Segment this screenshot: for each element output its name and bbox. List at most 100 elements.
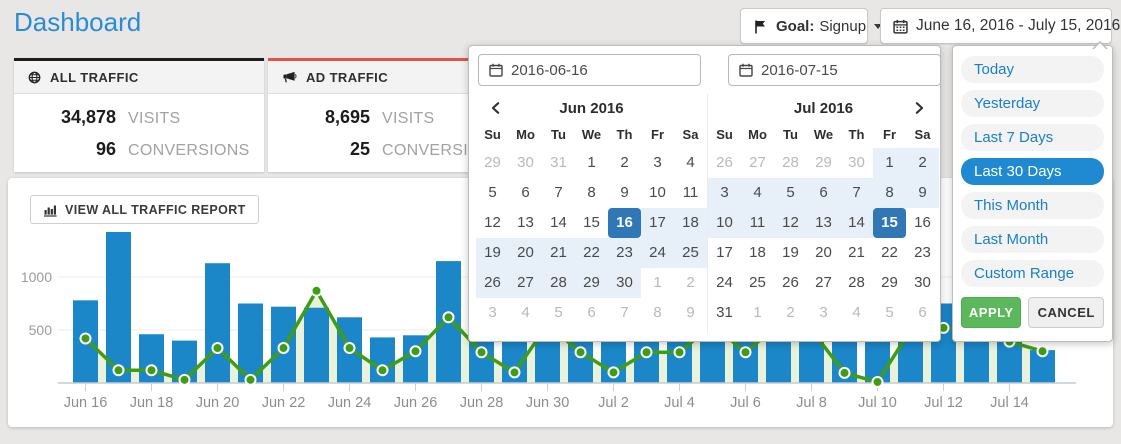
next-month-button[interactable] — [911, 101, 927, 117]
end-date-input[interactable] — [761, 61, 921, 79]
calendar-day[interactable]: 5 — [774, 178, 807, 208]
range-last-month[interactable]: Last Month — [961, 226, 1104, 253]
calendar-day[interactable]: 27 — [509, 268, 542, 298]
range-last-7-days[interactable]: Last 7 Days — [961, 124, 1104, 151]
calendar-day[interactable]: 19 — [476, 238, 509, 268]
calendar-day[interactable]: 12 — [484, 214, 501, 231]
calendar-day[interactable]: 25 — [674, 238, 707, 268]
calendar-day[interactable]: 13 — [807, 208, 840, 238]
calendar-day[interactable]: 8 — [653, 304, 662, 321]
calendar-day[interactable]: 2 — [620, 154, 629, 171]
calendar-day[interactable]: 2 — [786, 304, 795, 321]
calendar-day[interactable]: 18 — [674, 208, 707, 238]
calendar-day[interactable]: 14 — [550, 214, 567, 231]
calendar-day[interactable]: 7 — [554, 184, 563, 201]
calendar-day[interactable]: 6 — [918, 304, 927, 321]
calendar-day[interactable]: 17 — [641, 208, 674, 238]
calendar-day[interactable]: 22 — [881, 244, 898, 261]
calendar-day[interactable]: 18 — [749, 244, 766, 261]
calendar-day[interactable]: 13 — [517, 214, 534, 231]
calendar-day[interactable]: 20 — [815, 244, 832, 261]
calendar-day[interactable]: 14 — [840, 208, 873, 238]
calendar-day[interactable]: 23 — [608, 238, 641, 268]
calendar-day[interactable]: 5 — [488, 184, 497, 201]
calendar-day[interactable]: 20 — [509, 238, 542, 268]
calendar-day[interactable]: 8 — [873, 178, 906, 208]
range-last-30-days[interactable]: Last 30 Days — [961, 158, 1104, 185]
range-yesterday[interactable]: Yesterday — [961, 90, 1104, 117]
calendar-day[interactable]: 23 — [914, 244, 931, 261]
calendar-day[interactable]: 12 — [774, 208, 807, 238]
calendar-day[interactable]: 16 — [914, 214, 931, 231]
calendar-day[interactable]: 11 — [682, 184, 699, 201]
range-this-month[interactable]: This Month — [961, 192, 1104, 219]
calendar-day[interactable]: 6 — [587, 304, 596, 321]
calendar-day[interactable]: 1 — [653, 274, 662, 291]
calendar-day[interactable]: 30 — [517, 154, 534, 171]
calendar-day[interactable]: 3 — [708, 178, 741, 208]
calendar-day[interactable]: 4 — [741, 178, 774, 208]
calendar-day[interactable]: 27 — [749, 154, 766, 171]
date-range-button[interactable]: June 16, 2016 - July 15, 2016 — [880, 8, 1120, 44]
calendar-day[interactable]: 11 — [741, 208, 774, 238]
calendar-day[interactable]: 9 — [686, 304, 695, 321]
range-today[interactable]: Today — [961, 56, 1104, 83]
calendar-day[interactable]: 3 — [819, 304, 828, 321]
calendar-day[interactable]: 5 — [554, 304, 563, 321]
view-all-traffic-report-button[interactable]: VIEW ALL TRAFFIC REPORT — [30, 195, 259, 224]
calendar-day[interactable]: 16 — [608, 208, 641, 238]
calendar-day[interactable]: 29 — [575, 268, 608, 298]
calendar-day[interactable]: 8 — [587, 184, 596, 201]
goal-selector-button[interactable]: Goal: Signup — [740, 8, 883, 44]
calendar-day[interactable]: 29 — [484, 154, 501, 171]
calendar-day[interactable]: 10 — [649, 184, 666, 201]
cancel-button[interactable]: CANCEL — [1028, 297, 1104, 328]
calendar-day[interactable]: 5 — [885, 304, 894, 321]
calendar-day[interactable]: 2 — [686, 274, 695, 291]
calendar-day[interactable]: 29 — [815, 154, 832, 171]
calendar-day[interactable]: 2 — [906, 148, 939, 178]
calendar-day[interactable]: 30 — [914, 274, 931, 291]
prev-month-button[interactable] — [488, 101, 504, 117]
calendar-day[interactable]: 27 — [815, 274, 832, 291]
calendar-day[interactable]: 21 — [542, 238, 575, 268]
calendar-day[interactable]: 26 — [716, 154, 733, 171]
calendar-day[interactable]: 26 — [782, 274, 799, 291]
calendar-day[interactable]: 10 — [708, 208, 741, 238]
calendar-day[interactable]: 24 — [641, 238, 674, 268]
calendar-day[interactable]: 24 — [716, 274, 733, 291]
calendar-day[interactable]: 6 — [807, 178, 840, 208]
calendar-day[interactable]: 4 — [521, 304, 530, 321]
calendar-day[interactable]: 19 — [782, 244, 799, 261]
calendar-day[interactable]: 4 — [852, 304, 861, 321]
calendar-day[interactable]: 15 — [583, 214, 600, 231]
calendar-day[interactable]: 9 — [620, 184, 629, 201]
calendar-day[interactable]: 1 — [753, 304, 762, 321]
calendar-day[interactable]: 31 — [716, 304, 733, 321]
calendar-day[interactable]: 30 — [608, 268, 641, 298]
range-custom-range[interactable]: Custom Range — [961, 260, 1104, 287]
calendar-day[interactable]: 29 — [881, 274, 898, 291]
calendar-day[interactable]: 28 — [848, 274, 865, 291]
calendar-day[interactable]: 15 — [873, 208, 906, 238]
apply-button[interactable]: APPLY — [961, 297, 1022, 328]
calendar-day[interactable]: 26 — [476, 268, 509, 298]
calendar-day[interactable]: 17 — [716, 244, 733, 261]
start-date-input[interactable] — [511, 61, 671, 79]
calendar-day[interactable]: 7 — [840, 178, 873, 208]
calendar-day[interactable]: 31 — [550, 154, 567, 171]
calendar-day[interactable]: 3 — [488, 304, 497, 321]
calendar-day[interactable]: 1 — [587, 154, 596, 171]
calendar-day[interactable]: 9 — [906, 178, 939, 208]
calendar-day[interactable]: 3 — [653, 154, 662, 171]
calendar-day[interactable]: 30 — [848, 154, 865, 171]
calendar-day[interactable]: 21 — [848, 244, 865, 261]
calendar-day[interactable]: 28 — [542, 268, 575, 298]
calendar-day[interactable]: 7 — [620, 304, 629, 321]
calendar-day[interactable]: 28 — [782, 154, 799, 171]
calendar-day[interactable]: 6 — [521, 184, 530, 201]
calendar-day[interactable]: 4 — [686, 154, 695, 171]
calendar-day[interactable]: 25 — [749, 274, 766, 291]
calendar-day[interactable]: 22 — [575, 238, 608, 268]
calendar-day[interactable]: 1 — [873, 148, 906, 178]
